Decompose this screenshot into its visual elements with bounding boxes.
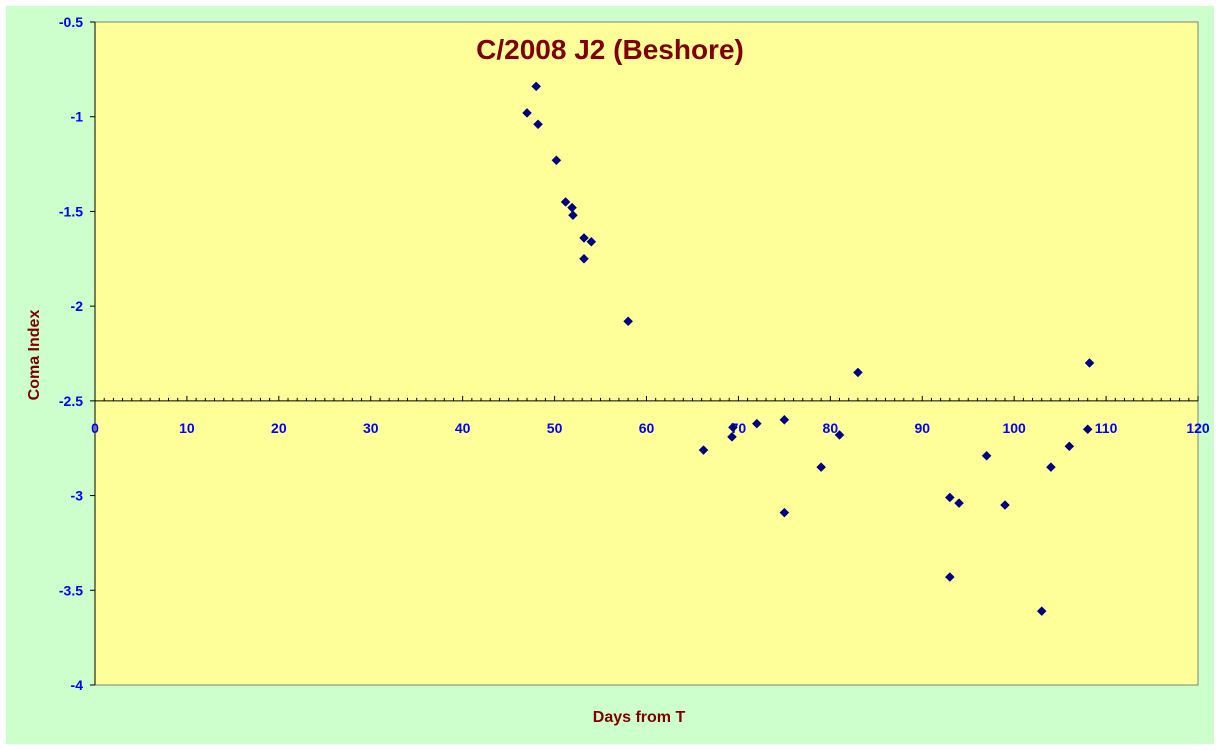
data-point (954, 498, 964, 509)
data-point (551, 155, 562, 166)
y-axis: -0.5 -1 -1.5 -2 -2.5 -3 -3.5 -4 (59, 14, 96, 693)
x-axis: 0 10 20 30 40 50 60 70 80 90 100 110 120 (91, 395, 1210, 436)
x-tick-label: 120 (1186, 420, 1210, 436)
x-tick-label: 90 (914, 420, 930, 436)
x-tick-label: 30 (363, 420, 379, 436)
x-axis-title: Days from T (593, 709, 686, 726)
data-point (853, 367, 863, 378)
data-point (560, 197, 571, 207)
y-tick-label: -4 (71, 677, 84, 693)
data-point (728, 422, 738, 433)
x-tick-label: 0 (91, 420, 99, 436)
y-tick-label: -2.5 (59, 393, 83, 409)
data-point (698, 445, 709, 455)
data-point (727, 431, 737, 442)
data-point (944, 572, 955, 582)
y-tick-label: -1 (71, 109, 84, 125)
plot-area (94, 21, 1199, 686)
data-point (1084, 358, 1095, 368)
y-tick-label: -3 (71, 488, 84, 504)
x-tick-label: 100 (1002, 420, 1026, 436)
x-tick-label: 110 (1095, 420, 1118, 436)
x-tick-label: 40 (455, 420, 471, 436)
data-point (779, 414, 790, 425)
chart-title: C/2008 J2 (Beshore) (476, 34, 744, 65)
data-point (579, 233, 589, 243)
y-tick-label: -2 (71, 298, 84, 314)
data-point (1036, 606, 1047, 616)
data-point (533, 119, 543, 130)
data-point (522, 108, 532, 118)
data-point (816, 462, 826, 473)
x-tick-label: 80 (823, 420, 839, 436)
data-point (1064, 441, 1075, 452)
data-point (568, 210, 578, 221)
data-point (623, 316, 633, 327)
y-tick-label: -1.5 (59, 203, 83, 219)
data-point (1046, 462, 1056, 473)
y-axis-title: Coma Index (26, 310, 43, 401)
data-point (586, 236, 597, 247)
data-point (579, 253, 589, 264)
data-point (1082, 424, 1093, 435)
data-point (531, 81, 542, 92)
x-tick-label: 20 (271, 420, 287, 436)
x-tick-label: 60 (639, 420, 655, 436)
data-point (1000, 500, 1010, 510)
y-tick-label: -3.5 (59, 582, 83, 598)
x-tick-label: 50 (547, 420, 563, 436)
data-point (779, 507, 790, 518)
data-point (834, 430, 845, 440)
data-point (751, 418, 762, 429)
data-point (981, 450, 992, 461)
data-series (522, 81, 1095, 616)
x-tick-label: 10 (179, 420, 195, 436)
data-point (944, 492, 955, 503)
y-tick-label: -0.5 (59, 14, 83, 30)
x-tick-label: 70 (731, 420, 747, 436)
